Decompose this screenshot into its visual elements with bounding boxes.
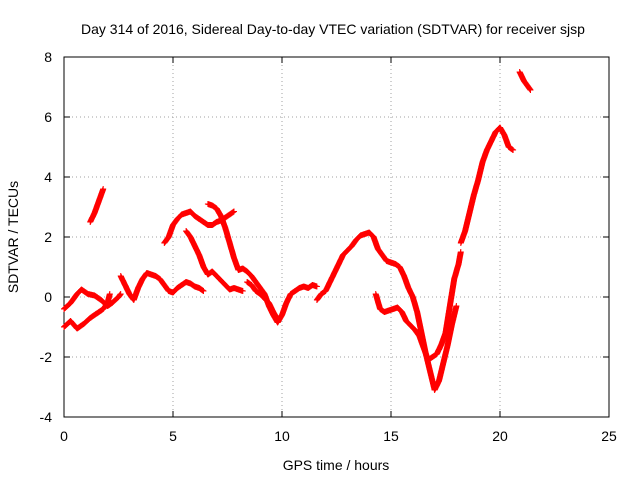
x-tick-labels: 0 5 10 15 20 25 [60,428,617,444]
chart-title: Day 314 of 2016, Sidereal Day-to-day VTE… [81,21,585,37]
marker-trace [244,279,281,323]
series-seg-k [457,124,517,246]
x-tick-label: 15 [383,428,399,444]
marker-trace [372,249,464,363]
marker-trace [87,186,107,225]
x-tick-label: 10 [274,428,290,444]
series-seg-g [204,201,320,326]
series-seg-e [161,208,237,246]
series-seg-d [117,270,207,303]
marker-trace [61,291,113,332]
marker-trace [457,124,517,246]
marker-trace [183,228,246,294]
x-tick-label: 0 [60,428,68,444]
data-marks [61,69,534,393]
marker-trace [117,270,207,303]
axis-ticks [63,56,610,418]
series-seg-c [87,186,107,225]
y-tick-label: 2 [44,229,52,245]
series-seg-b [61,291,113,332]
y-tick-label: -4 [40,409,53,425]
series-seg-f [183,228,246,294]
x-tick-label: 5 [169,428,177,444]
marker-trace [516,69,534,93]
y-tick-label: 4 [44,169,52,185]
series-seg-j [372,249,464,363]
y-tick-label: 0 [44,289,52,305]
x-axis-label: GPS time / hours [283,457,390,473]
grid [64,57,609,417]
y-tick-label: 6 [44,109,52,125]
marker-trace [61,286,124,312]
series-seg-h [244,279,281,323]
series-seg-l [516,69,534,93]
y-tick-labels: -4 -2 0 2 4 6 8 [40,49,53,425]
x-tick-label: 25 [601,428,617,444]
marker-trace [204,201,320,326]
x-tick-label: 20 [492,428,508,444]
y-tick-label: 8 [44,49,52,65]
marker-trace [161,208,237,246]
y-axis-label: SDTVAR / TECUs [5,181,21,293]
series-seg-a [61,286,124,312]
y-tick-label: -2 [40,349,53,365]
